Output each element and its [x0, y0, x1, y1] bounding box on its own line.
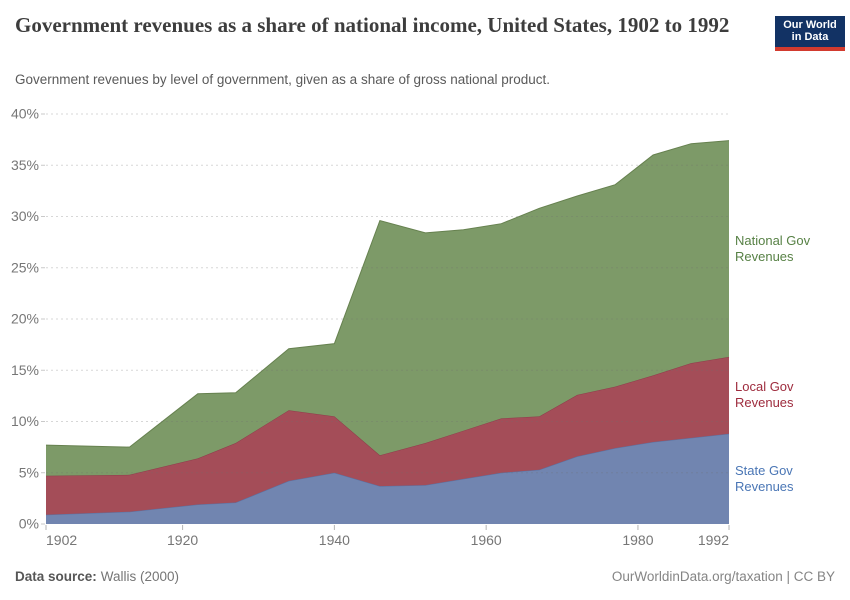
x-tick-label: 1992	[698, 532, 729, 548]
y-tick-label: 15%	[11, 362, 39, 378]
data-source-value: Wallis (2000)	[100, 569, 180, 584]
y-tick-label: 25%	[11, 259, 39, 275]
credit-link[interactable]: OurWorldinData.org/taxation | CC BY	[611, 569, 835, 584]
area-local-gov-revenues[interactable]	[46, 356, 729, 515]
x-tick-label: 1940	[319, 532, 350, 548]
area-state-gov-revenues[interactable]	[46, 433, 729, 524]
y-tick-label: 10%	[11, 413, 39, 429]
owid-logo-line2: in Data	[791, 31, 829, 43]
y-tick-label: 20%	[11, 311, 39, 327]
x-tick-label: 1902	[46, 532, 77, 548]
y-tick-label: 5%	[19, 464, 39, 480]
x-tick-label: 1960	[471, 532, 502, 548]
area-national-gov-revenues[interactable]	[46, 140, 729, 476]
y-tick-label: 40%	[11, 106, 39, 122]
x-tick-label: 1920	[167, 532, 198, 548]
x-axis-labels: 1902 1920 1940 1960 1980 1992	[45, 525, 730, 548]
owid-logo-text: Our World in Data	[783, 19, 837, 45]
owid-logo: Our World in Data	[775, 16, 845, 51]
area-edge-national-gov-revenues	[45, 140, 730, 448]
chart-footer: Data source: Wallis (2000) OurWorldinData…	[15, 569, 835, 584]
page-title: Government revenues as a share of nation…	[15, 13, 730, 37]
y-axis-labels: 0% 5% 10% 15% 20% 25% 30% 35% 40%	[11, 106, 45, 532]
x-tick-label: 1980	[622, 532, 653, 548]
y-tick-label: 30%	[11, 208, 39, 224]
y-gridlines	[46, 113, 730, 474]
data-source-label: Data source:	[15, 569, 97, 584]
y-tick-label: 0%	[19, 516, 39, 532]
page-subtitle: Government revenues by level of governme…	[15, 72, 551, 87]
stacked-areas	[45, 140, 730, 524]
y-tick-label: 35%	[11, 157, 39, 173]
owid-logo-line1: Our World	[783, 18, 837, 31]
